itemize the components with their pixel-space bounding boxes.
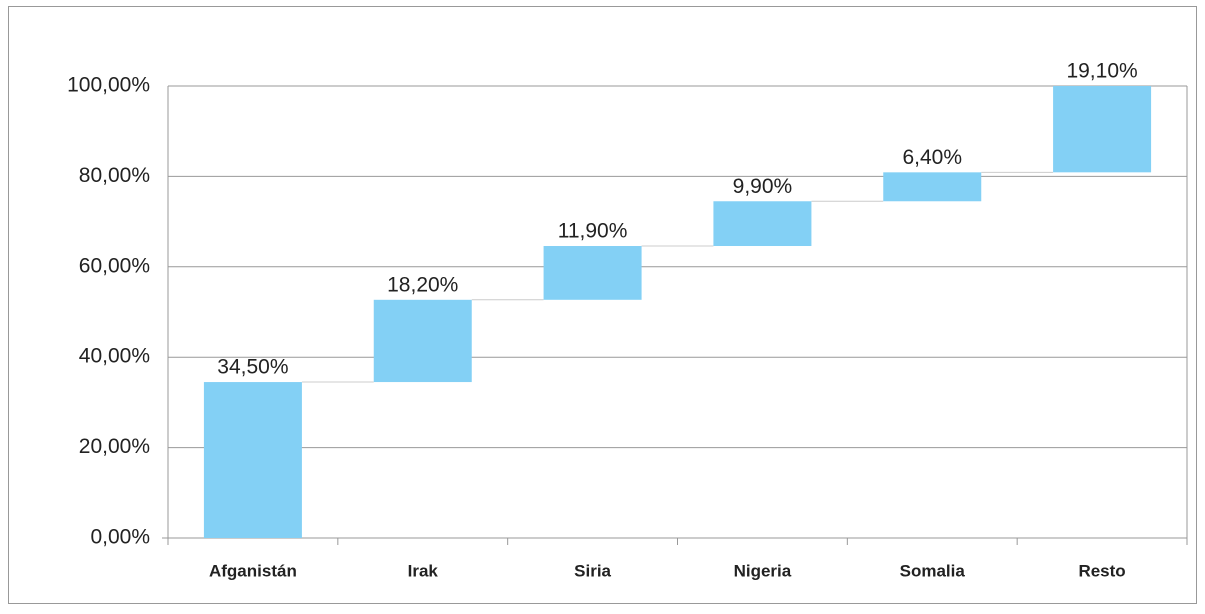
value-label: 19,10% [1066, 60, 1137, 83]
y-tick-label: 0,00% [90, 526, 150, 549]
value-label: 18,20% [387, 273, 458, 296]
y-tick-label: 40,00% [79, 345, 150, 368]
x-tick-label: Irak [408, 561, 439, 580]
bar [203, 382, 302, 538]
bar [713, 201, 812, 247]
bar [543, 246, 642, 300]
y-tick-label: 80,00% [79, 164, 150, 187]
bar [373, 299, 472, 383]
bar [1053, 86, 1152, 173]
y-tick-label: 20,00% [79, 435, 150, 458]
chart-border [8, 6, 1197, 604]
bar [883, 172, 982, 202]
value-label: 34,50% [217, 356, 288, 379]
y-tick-label: 100,00% [67, 74, 150, 97]
x-tick-label: Afganistán [209, 561, 297, 580]
x-tick-label: Resto [1078, 561, 1125, 580]
y-tick-label: 60,00% [79, 254, 150, 277]
value-label: 9,90% [733, 175, 793, 198]
x-tick-label: Siria [574, 561, 611, 580]
value-label: 6,40% [902, 146, 962, 169]
value-label: 11,90% [558, 220, 628, 243]
x-tick-label: Somalia [900, 561, 966, 580]
x-tick-label: Nigeria [734, 561, 792, 580]
